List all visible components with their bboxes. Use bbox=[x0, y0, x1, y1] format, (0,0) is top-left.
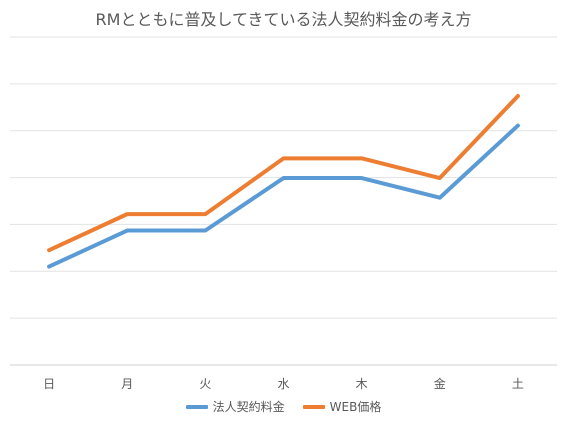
legend-item-corporate: 法人契約料金 bbox=[185, 398, 285, 415]
x-tick-label: 金 bbox=[434, 376, 446, 391]
x-tick-label: 火 bbox=[199, 377, 211, 391]
legend-label-web: WEB価格 bbox=[329, 400, 382, 414]
chart-title: RMとともに普及してきている法人契約料金の考え方 bbox=[95, 10, 472, 29]
x-tick-label: 土 bbox=[512, 377, 524, 391]
series-line-corporate bbox=[47, 123, 520, 269]
series-line-web bbox=[47, 94, 520, 253]
x-tick-label: 水 bbox=[277, 377, 289, 391]
legend-swatch-corporate bbox=[185, 404, 208, 409]
x-tick-label: 木 bbox=[356, 377, 368, 391]
x-tick-label: 月 bbox=[121, 377, 133, 391]
legend-swatch-web bbox=[302, 404, 325, 409]
legend-label-corporate: 法人契約料金 bbox=[212, 400, 285, 414]
legend: 法人契約料金 WEB価格 bbox=[0, 398, 567, 415]
x-tick-label: 日 bbox=[43, 377, 55, 391]
legend-item-web: WEB価格 bbox=[302, 398, 382, 415]
